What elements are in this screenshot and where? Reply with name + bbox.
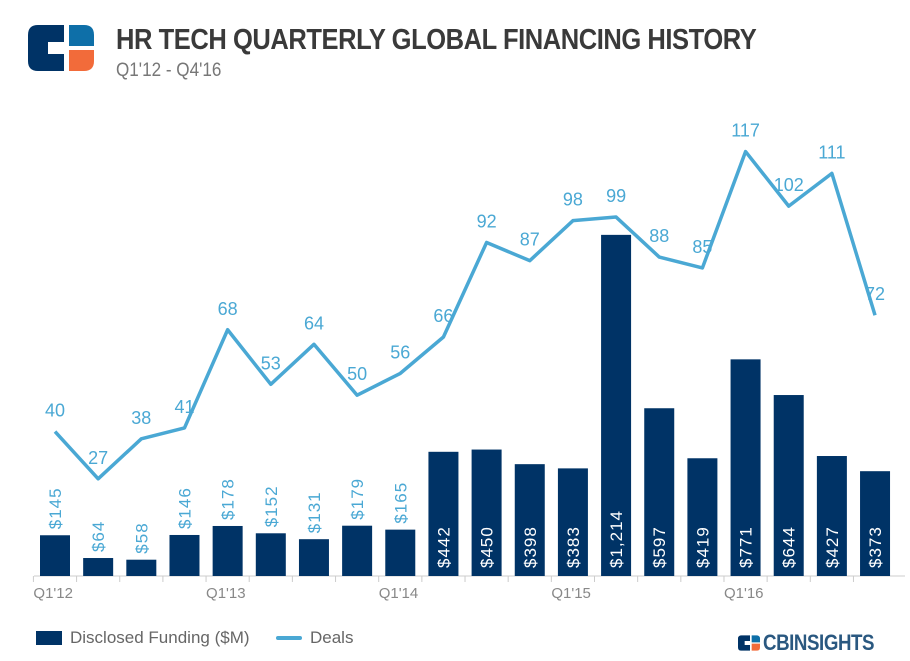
deals-data-label: 27 <box>88 448 108 468</box>
deals-line <box>53 149 877 481</box>
deals-data-label: 111 <box>818 142 845 162</box>
funding-data-label: $450 <box>478 526 497 568</box>
funding-bar <box>557 468 588 576</box>
funding-bar <box>773 395 804 576</box>
x-tick-label: Q1'13 <box>206 585 246 602</box>
legend-swatch-line <box>276 636 302 640</box>
funding-data-label: $398 <box>521 526 540 568</box>
funding-bar <box>730 359 761 576</box>
deals-data-label: 40 <box>45 401 65 421</box>
funding-bar <box>169 534 200 576</box>
deals-data-label: 53 <box>261 353 281 373</box>
deals-data-label: 87 <box>520 230 540 250</box>
x-tick-label: Q1'15 <box>551 585 591 602</box>
funding-bar <box>342 525 373 576</box>
brand-name: CBINSIGHTS <box>763 630 875 655</box>
deals-data-label: 92 <box>477 211 497 231</box>
funding-bar <box>860 471 891 576</box>
funding-data-label: $383 <box>564 526 583 568</box>
funding-bar <box>83 558 114 576</box>
brand-footer: CBINSIGHTS <box>738 630 894 656</box>
funding-data-label: $771 <box>737 526 756 568</box>
x-tick-label: Q1'12 <box>33 585 73 602</box>
deals-data-label: 41 <box>174 397 194 417</box>
cb-insights-small-logo <box>738 635 760 651</box>
funding-data-label: $152 <box>262 485 281 527</box>
funding-bar <box>385 529 416 576</box>
funding-data-label: $597 <box>650 526 669 568</box>
funding-bar <box>816 456 847 576</box>
deals-data-label: 117 <box>731 121 760 141</box>
deals-data-label: 38 <box>131 408 151 428</box>
legend-item-funding: Disclosed Funding ($M) <box>36 628 250 648</box>
funding-data-label: $644 <box>780 526 799 568</box>
deals-data-label: 64 <box>304 313 324 333</box>
funding-bar <box>255 533 286 576</box>
deals-data-label: 88 <box>649 226 669 246</box>
chart-title: HR TECH QUARTERLY GLOBAL FINANCING HISTO… <box>116 24 757 56</box>
funding-data-label: $165 <box>391 482 410 524</box>
deals-data-label: 56 <box>390 342 410 362</box>
funding-bar <box>40 535 70 576</box>
funding-bar <box>212 525 243 576</box>
legend-swatch-bar <box>36 631 62 645</box>
funding-data-label: $427 <box>823 526 842 568</box>
funding-data-label: $179 <box>348 478 367 520</box>
deals-data-label: 102 <box>774 175 804 195</box>
legend-label: Disclosed Funding ($M) <box>70 628 250 647</box>
funding-data-label: $373 <box>866 526 885 568</box>
funding-bar <box>471 449 502 576</box>
funding-bar <box>601 234 632 576</box>
legend-label: Deals <box>310 628 354 647</box>
funding-bar <box>644 408 675 576</box>
funding-bar <box>428 451 459 576</box>
funding-data-label: $58 <box>132 522 151 553</box>
deals-data-label: 99 <box>606 186 626 206</box>
funding-bar <box>514 464 545 576</box>
funding-data-label: $146 <box>175 487 194 529</box>
deals-data-label: 98 <box>563 190 583 210</box>
x-tick-label: Q1'16 <box>724 585 764 602</box>
funding-data-label: $419 <box>693 526 712 568</box>
funding-data-label: $64 <box>89 521 108 552</box>
funding-data-label: $442 <box>434 526 453 568</box>
funding-bar <box>298 539 329 576</box>
deals-data-label: 50 <box>347 364 367 384</box>
funding-data-label: $131 <box>305 491 324 533</box>
funding-data-label: $178 <box>219 478 238 520</box>
deals-data-label: 68 <box>218 299 238 319</box>
legend-item-deals: Deals <box>276 628 353 648</box>
chart-subtitle: Q1'12 - Q4'16 <box>116 60 222 81</box>
x-tick-label: Q1'14 <box>379 585 419 602</box>
funding-bar <box>126 559 157 576</box>
deals-data-label: 72 <box>865 284 885 304</box>
funding-bar <box>687 458 718 576</box>
funding-data-label: $145 <box>46 487 65 529</box>
deals-data-label: 85 <box>692 237 712 257</box>
deals-data-label: 66 <box>433 306 453 326</box>
funding-data-label: $1,214 <box>607 510 626 568</box>
cb-insights-logo <box>28 25 94 71</box>
